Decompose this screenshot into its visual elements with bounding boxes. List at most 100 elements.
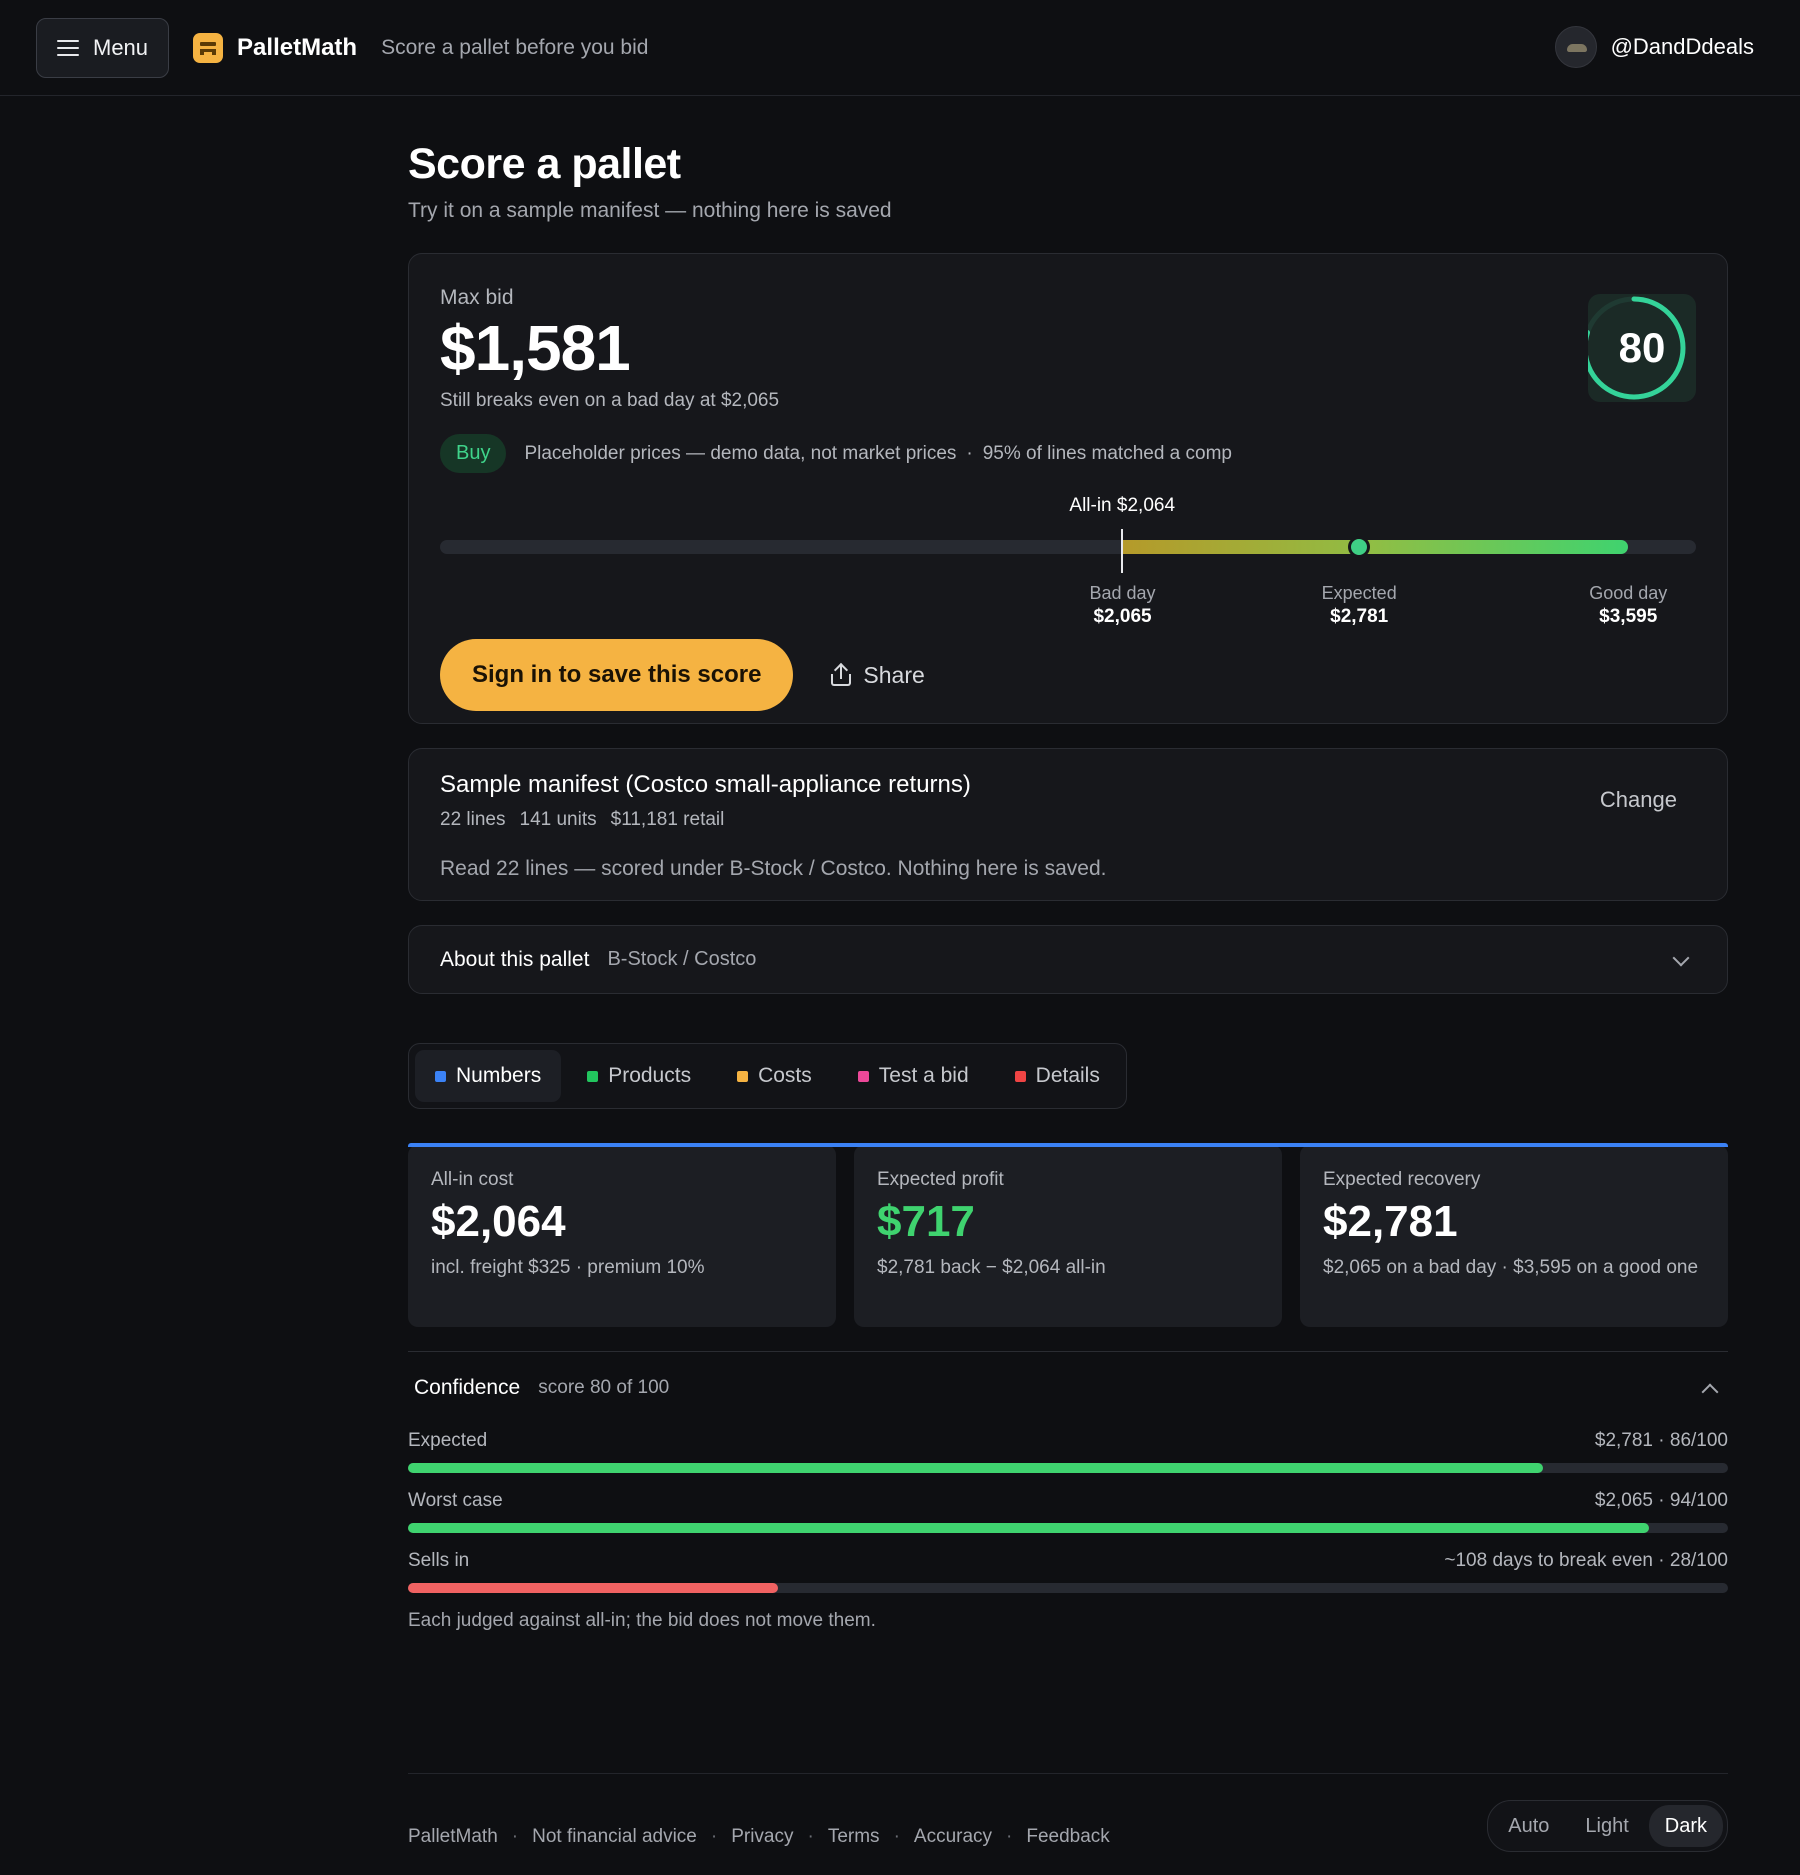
- avatar[interactable]: [1554, 26, 1597, 68]
- manifest-lines: 22 lines: [440, 809, 506, 830]
- stat-sub: $2,065 on a bad day · $3,595 on a good o…: [1323, 1257, 1699, 1278]
- bar-label: Expected: [408, 1430, 488, 1451]
- tab-color-dot: [1014, 1070, 1026, 1082]
- max-bid-subtext: Still breaks even on a bad day at $2,065: [440, 390, 780, 411]
- footer-links: PalletMath · Not financial advice · Priv…: [408, 1826, 1110, 1848]
- bar-fill: [408, 1463, 1544, 1473]
- menu-label: Menu: [93, 34, 149, 60]
- stat-card-all-in: All-in cost $2,064 incl. freight $325 · …: [408, 1145, 836, 1327]
- share-button[interactable]: Share: [831, 661, 925, 689]
- confidence-toggle[interactable]: Confidence score 80 of 100: [408, 1351, 1728, 1401]
- stat-sub: $2,781 back − $2,064 all-in: [877, 1257, 1106, 1278]
- manifest-retail: $11,181 retail: [610, 809, 725, 830]
- expected-marker: [1348, 536, 1371, 558]
- price-disclaimer: Placeholder prices — demo data, not mark…: [524, 442, 957, 464]
- stat-value: $2,781: [1323, 1197, 1458, 1246]
- stat-sub: incl. freight $325 · premium 10%: [431, 1257, 705, 1278]
- stat-value: $2,064: [431, 1197, 566, 1246]
- allin-marker: [1121, 529, 1124, 573]
- footer-feedback-link[interactable]: Feedback: [1026, 1826, 1110, 1847]
- chevron-up-icon: [1701, 1383, 1719, 1401]
- footer-accuracy-link[interactable]: Accuracy: [913, 1826, 993, 1847]
- tab-label: Numbers: [456, 1064, 542, 1087]
- main-content: Score a pallet Try it on a sample manife…: [408, 140, 1728, 1632]
- top-bar: Menu PalletMath Score a pallet before yo…: [0, 0, 1800, 96]
- about-source: B-Stock / Costco: [607, 948, 757, 970]
- good-day-tick: Good day $3,595: [1589, 583, 1667, 628]
- tab-details[interactable]: Details: [995, 1050, 1120, 1102]
- tab-costs[interactable]: Costs: [717, 1050, 832, 1102]
- stat-label: Expected profit: [877, 1169, 1004, 1190]
- user-menu[interactable]: @DandDdeals: [1554, 26, 1754, 68]
- confidence-title: Confidence: [414, 1376, 521, 1399]
- sign-in-save-button[interactable]: Sign in to save this score: [440, 639, 794, 711]
- verdict-badge: Buy: [440, 434, 507, 473]
- tab-label: Details: [1035, 1064, 1100, 1087]
- pallet-logo-icon: [193, 32, 224, 63]
- about-pallet-toggle[interactable]: About this pallet B-Stock / Costco: [408, 925, 1728, 994]
- expected-value: $2,781: [1330, 606, 1389, 627]
- match-note: 95% of lines matched a comp: [982, 442, 1232, 464]
- page-title: Score a pallet: [408, 140, 681, 188]
- change-manifest-button[interactable]: Change: [1599, 787, 1677, 812]
- tab-color-dot: [435, 1070, 446, 1082]
- footer-terms-link[interactable]: Terms: [827, 1826, 880, 1847]
- stat-card-recovery: Expected recovery $2,781 $2,065 on a bad…: [1300, 1145, 1728, 1327]
- bar-track: [408, 1523, 1728, 1533]
- footer-brand[interactable]: PalletMath: [408, 1826, 498, 1847]
- expected-tick: Expected $2,781: [1322, 583, 1397, 628]
- bar-track: [408, 1463, 1728, 1473]
- bar-label: Worst case: [408, 1490, 503, 1511]
- tagline: Score a pallet before you bid: [381, 35, 649, 59]
- menu-button[interactable]: Menu: [36, 17, 170, 78]
- tab-products[interactable]: Products: [567, 1050, 711, 1102]
- share-icon: [831, 662, 852, 686]
- confidence-row-expected: Expected $2,781 · 86/100: [408, 1430, 1728, 1473]
- stat-cards: All-in cost $2,064 incl. freight $325 · …: [408, 1143, 1728, 1327]
- range-fill: [1122, 540, 1629, 554]
- confidence-bars: Expected $2,781 · 86/100 Worst case $2,0…: [408, 1430, 1728, 1593]
- bad-day-tick: Bad day $2,065: [1090, 583, 1156, 628]
- footer-disclaimer[interactable]: Not financial advice: [532, 1826, 697, 1847]
- value-range: All-in $2,064 Bad day $2,065 Expected $2…: [440, 493, 1696, 633]
- footer-separator: ·: [710, 1826, 718, 1847]
- page-subtitle: Try it on a sample manifest — nothing he…: [408, 199, 892, 222]
- theme-light-button[interactable]: Light: [1585, 1814, 1629, 1837]
- about-title: About this pallet: [440, 947, 590, 971]
- bar-track: [408, 1583, 1728, 1593]
- username[interactable]: @DandDdeals: [1610, 34, 1754, 59]
- share-label: Share: [863, 661, 925, 688]
- active-tab-accent: [408, 1143, 1728, 1147]
- theme-toggle: Auto Light Dark: [1487, 1800, 1728, 1852]
- max-bid-value: $1,581: [440, 312, 631, 384]
- brand-name[interactable]: PalletMath: [237, 33, 358, 61]
- confidence-row-worst-case: Worst case $2,065 · 94/100: [408, 1490, 1728, 1533]
- bar-fill: [408, 1583, 778, 1593]
- section-tabs: Numbers Products Costs Test a bid Detail…: [408, 1043, 1127, 1109]
- tab-color-dot: [587, 1070, 599, 1082]
- stat-value: $717: [877, 1197, 975, 1246]
- manifest-meta: 22 lines 141 units $11,181 retail: [440, 809, 1696, 831]
- stat-label: Expected recovery: [1323, 1169, 1481, 1190]
- footer: PalletMath · Not financial advice · Priv…: [408, 1773, 1728, 1873]
- theme-dark-button[interactable]: Dark: [1648, 1805, 1723, 1847]
- manifest-note: Read 22 lines — scored under B-Stock / C…: [440, 857, 1107, 880]
- tab-color-dot: [857, 1070, 869, 1082]
- bar-value: $2,065 · 94/100: [1594, 1490, 1728, 1511]
- bar-fill: [408, 1523, 1649, 1533]
- footer-privacy-link[interactable]: Privacy: [731, 1826, 794, 1847]
- footer-separator: ·: [807, 1826, 814, 1847]
- confidence-note: Each judged against all-in; the bid does…: [408, 1610, 876, 1631]
- score-number: 80: [1618, 324, 1666, 371]
- tab-label: Products: [608, 1064, 692, 1087]
- theme-auto-button[interactable]: Auto: [1508, 1814, 1550, 1837]
- stat-card-profit: Expected profit $717 $2,781 back − $2,06…: [854, 1145, 1282, 1327]
- score-ring: 80: [1582, 294, 1696, 402]
- tab-numbers[interactable]: Numbers: [415, 1050, 562, 1102]
- score-card: Max bid $1,581 Still breaks even on a ba…: [408, 253, 1728, 724]
- tab-test-a-bid[interactable]: Test a bid: [838, 1050, 989, 1102]
- tab-label: Test a bid: [878, 1064, 969, 1087]
- separator: ·: [966, 442, 973, 464]
- stat-label: All-in cost: [431, 1169, 514, 1190]
- footer-separator: ·: [893, 1826, 900, 1847]
